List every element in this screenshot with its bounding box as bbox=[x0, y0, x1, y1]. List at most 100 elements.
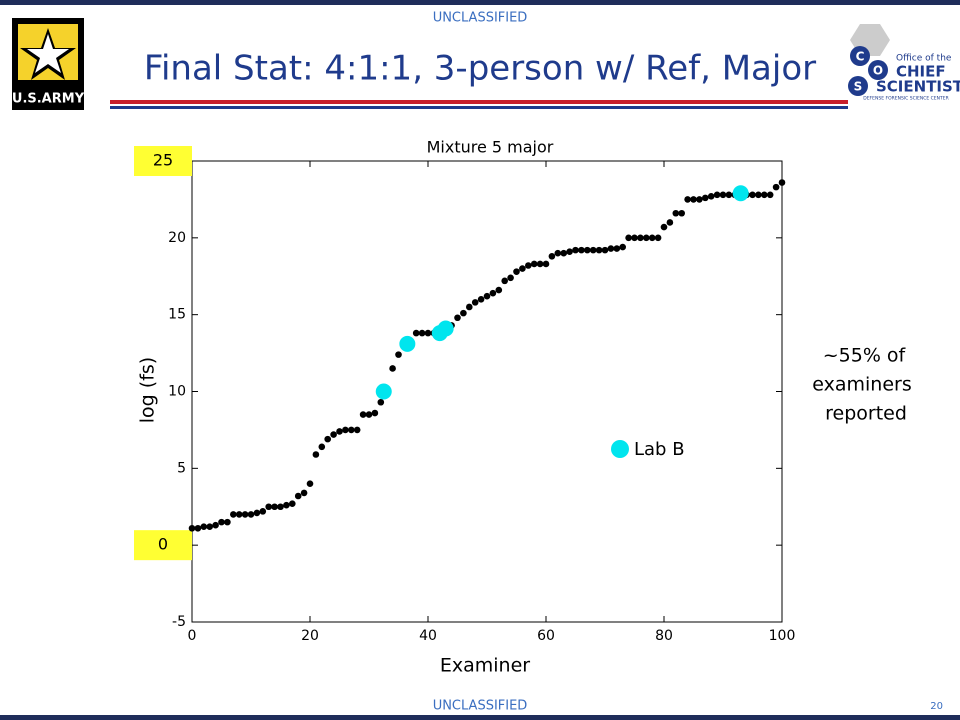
x-axis-label: Examiner bbox=[440, 655, 530, 677]
point bbox=[294, 492, 302, 500]
point bbox=[501, 277, 509, 285]
point bbox=[707, 193, 715, 200]
note: ~55% of bbox=[823, 345, 907, 367]
point bbox=[732, 185, 749, 202]
y-tick-label: 5 bbox=[177, 460, 186, 476]
point bbox=[218, 518, 225, 526]
point bbox=[359, 411, 367, 418]
point bbox=[666, 219, 674, 226]
point bbox=[772, 183, 780, 191]
ocs-letter: S bbox=[854, 80, 863, 94]
point bbox=[625, 234, 632, 242]
point bbox=[235, 511, 243, 518]
point bbox=[525, 262, 532, 269]
point bbox=[224, 518, 231, 526]
point bbox=[519, 265, 526, 272]
point bbox=[200, 523, 208, 531]
y-annotation-box bbox=[134, 530, 192, 561]
point bbox=[690, 196, 697, 203]
point bbox=[495, 286, 503, 294]
y-annotation-label: 0 bbox=[158, 535, 168, 554]
point bbox=[342, 426, 349, 434]
point bbox=[589, 246, 597, 254]
point bbox=[530, 260, 538, 268]
point bbox=[277, 503, 284, 511]
point bbox=[684, 196, 691, 203]
point bbox=[566, 248, 573, 255]
point bbox=[766, 191, 774, 199]
point bbox=[542, 260, 550, 268]
stripe bbox=[110, 106, 848, 109]
point bbox=[601, 246, 609, 254]
point bbox=[761, 191, 768, 199]
x-tick-label: 0 bbox=[188, 628, 197, 644]
y-tick-label: 10 bbox=[168, 384, 186, 400]
point bbox=[483, 292, 491, 300]
x-tick-label: 20 bbox=[301, 628, 319, 644]
point bbox=[206, 523, 213, 531]
point bbox=[247, 511, 255, 518]
point bbox=[578, 246, 585, 254]
point bbox=[477, 296, 485, 303]
top-bar bbox=[0, 0, 960, 5]
point bbox=[365, 411, 373, 418]
ocs-text: SCIENTIST bbox=[876, 78, 960, 96]
point bbox=[194, 524, 202, 532]
point bbox=[572, 246, 579, 254]
ocs-letter: C bbox=[856, 50, 865, 64]
stripe bbox=[110, 100, 848, 104]
point bbox=[654, 234, 662, 242]
point bbox=[489, 289, 497, 297]
point bbox=[283, 501, 290, 509]
point bbox=[584, 246, 591, 254]
point bbox=[424, 329, 432, 337]
note: reported bbox=[825, 403, 907, 425]
army-text: U.S.ARMY bbox=[12, 92, 85, 107]
ocs-logo: C O S Office of the CHIEF SCIENTIST DEFE… bbox=[848, 24, 960, 102]
x-tick-label: 60 bbox=[537, 628, 555, 644]
point bbox=[749, 191, 756, 199]
legend-marker bbox=[611, 440, 629, 458]
point bbox=[300, 489, 308, 497]
y-annotation-label: 25 bbox=[153, 151, 173, 170]
point bbox=[536, 260, 544, 268]
point bbox=[637, 234, 644, 242]
point bbox=[643, 234, 650, 242]
point bbox=[719, 191, 727, 199]
point bbox=[312, 451, 320, 458]
classification-top: UNCLASSIFIED bbox=[433, 11, 528, 26]
page-number: 20 bbox=[930, 701, 943, 712]
point bbox=[418, 329, 426, 337]
point bbox=[330, 431, 337, 438]
point bbox=[399, 335, 416, 352]
ocs-text: CHIEF bbox=[896, 63, 946, 81]
point bbox=[324, 435, 332, 443]
x-tick-label: 40 bbox=[419, 628, 437, 644]
point bbox=[212, 521, 219, 529]
y-tick-label: 15 bbox=[168, 307, 186, 323]
point bbox=[454, 314, 461, 322]
point bbox=[755, 191, 762, 199]
y-annotation-box bbox=[134, 146, 192, 176]
point bbox=[389, 365, 396, 372]
point bbox=[778, 179, 786, 186]
point bbox=[619, 243, 626, 251]
point bbox=[607, 245, 615, 252]
point bbox=[554, 249, 562, 257]
point bbox=[696, 196, 703, 203]
point bbox=[271, 503, 278, 511]
point bbox=[466, 303, 473, 311]
point bbox=[377, 398, 385, 406]
classification-bottom: UNCLASSIFIED bbox=[433, 699, 528, 714]
y-tick-label: 20 bbox=[168, 230, 186, 246]
point bbox=[713, 191, 721, 199]
point bbox=[678, 209, 685, 217]
point bbox=[648, 234, 656, 242]
point bbox=[306, 480, 314, 488]
point bbox=[348, 426, 355, 434]
point bbox=[375, 383, 392, 400]
chart-title: Mixture 5 major bbox=[427, 138, 554, 157]
point bbox=[595, 246, 603, 254]
point bbox=[230, 511, 237, 518]
x-tick-label: 100 bbox=[769, 628, 796, 644]
